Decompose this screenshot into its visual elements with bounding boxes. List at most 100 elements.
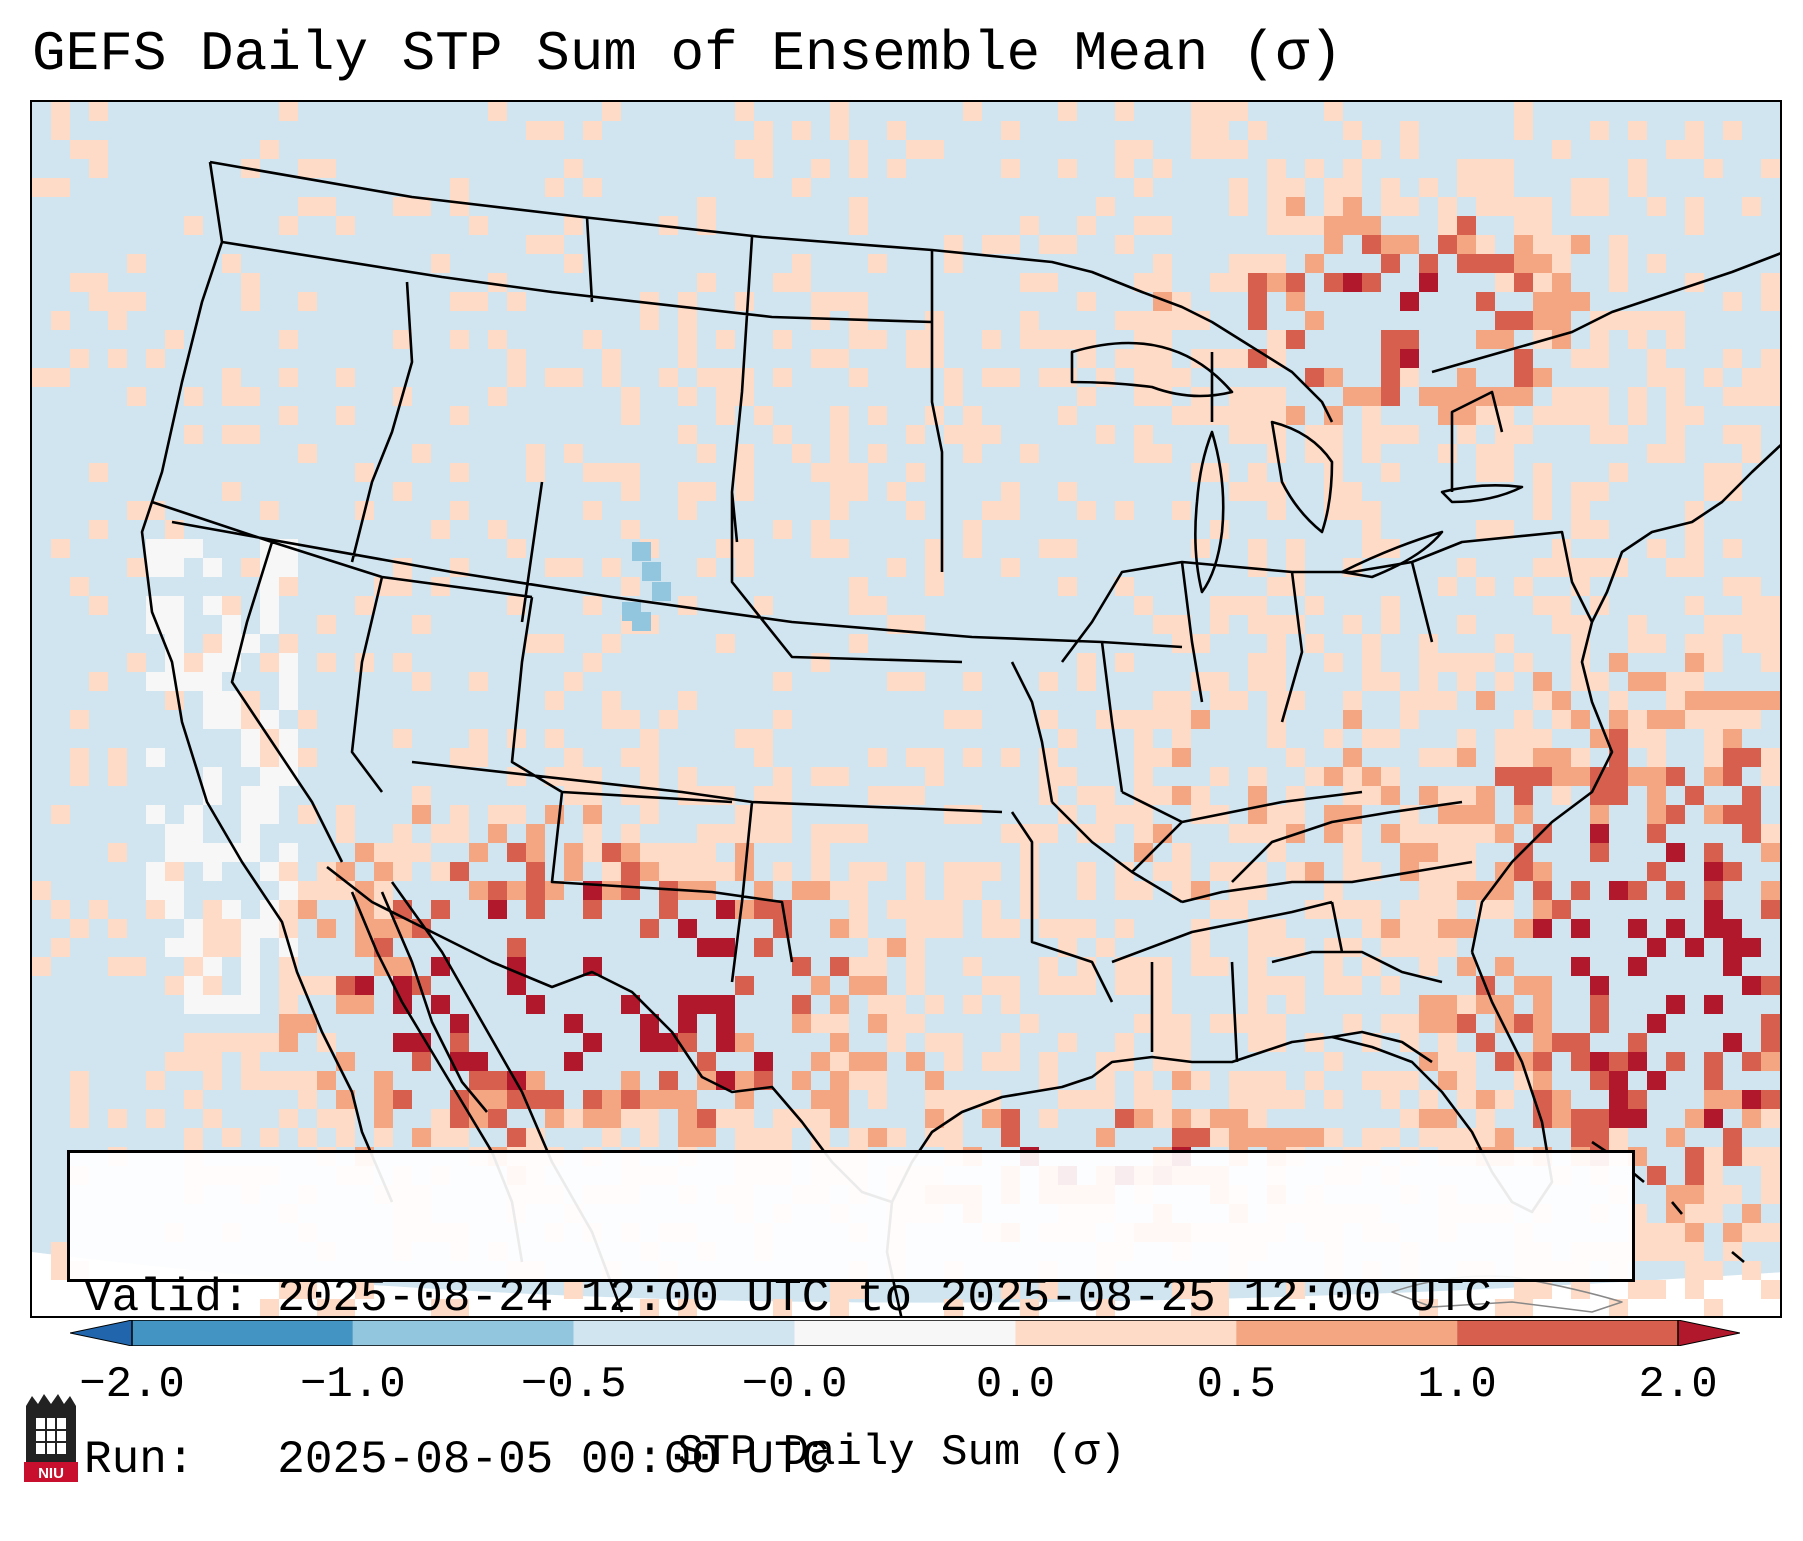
stp-cell: [1704, 710, 1723, 729]
stp-cell: [1704, 634, 1723, 653]
stp-cell: [1761, 900, 1780, 919]
stp-cell: [70, 919, 89, 938]
stp-cell: [1381, 330, 1400, 349]
stp-cell: [1077, 653, 1096, 672]
stp-cell: [184, 539, 203, 558]
stp-cell: [1191, 1280, 1210, 1299]
stp-cell: [469, 881, 488, 900]
stp-cell: [564, 444, 583, 463]
stp-cell: [1343, 216, 1362, 235]
stp-cell: [868, 444, 887, 463]
stp-cell: [1628, 1280, 1647, 1299]
stp-cell: [640, 786, 659, 805]
stp-cell: [1286, 539, 1305, 558]
stp-cell: [1191, 634, 1210, 653]
stp-cell: [1495, 824, 1514, 843]
stp-cell: [545, 767, 564, 786]
stp-cell: [1495, 159, 1514, 178]
stp-cell: [222, 710, 241, 729]
stp-cell: [545, 235, 564, 254]
stp-cell: [716, 1033, 735, 1052]
stp-cell: [1286, 805, 1305, 824]
stp-cell: [849, 1052, 868, 1071]
stp-cell: [1400, 330, 1419, 349]
stp-cell: [165, 862, 184, 881]
stp-cell: [963, 102, 982, 121]
stp-cell: [1096, 824, 1115, 843]
stp-cell: [526, 1090, 545, 1109]
stp-cell: [241, 387, 260, 406]
stp-cell: [1476, 406, 1495, 425]
stp-cell: [1704, 159, 1723, 178]
stp-cell: [1267, 273, 1286, 292]
stp-cell: [1647, 748, 1666, 767]
stp-cell: [1476, 178, 1495, 197]
stp-cell: [1457, 178, 1476, 197]
stp-cell: [545, 368, 564, 387]
stp-cell: [203, 672, 222, 691]
stp-cell: [1305, 1033, 1324, 1052]
stp-cell: [70, 710, 89, 729]
stp-cell: [1457, 843, 1476, 862]
stp-cell: [1229, 425, 1248, 444]
stp-cell: [1628, 159, 1647, 178]
stp-cell: [887, 1033, 906, 1052]
stp-cell: [716, 824, 735, 843]
stp-cell: [1267, 1033, 1286, 1052]
stp-cell: [1115, 102, 1134, 121]
stp-cell: [1723, 729, 1742, 748]
stp-cell: [412, 786, 431, 805]
stp-cell: [963, 406, 982, 425]
stp-cell: [1628, 1052, 1647, 1071]
stp-cell: [165, 596, 184, 615]
stp-cell: [1343, 767, 1362, 786]
stp-cell: [868, 1090, 887, 1109]
stp-cell: [1248, 121, 1267, 140]
stp-cell: [1267, 843, 1286, 862]
stp-cell: [1153, 1090, 1172, 1109]
stp-cell: [1324, 881, 1343, 900]
stp-cell: [1628, 710, 1647, 729]
stp-cell: [1362, 653, 1381, 672]
stp-cell: [298, 710, 317, 729]
stp-cell: [1248, 767, 1267, 786]
stp-cell: [1438, 1052, 1457, 1071]
stp-cell: [488, 1109, 507, 1128]
stp-cell: [982, 501, 1001, 520]
stp-cell: [716, 406, 735, 425]
stp-cell: [1381, 938, 1400, 957]
stp-cell: [1248, 292, 1267, 311]
stp-cell: [222, 615, 241, 634]
run-time-text: Run: 2025-08-05 00:00 UTC: [84, 1434, 830, 1486]
stp-cell: [1476, 444, 1495, 463]
stp-cell: [735, 558, 754, 577]
stp-cell: [1476, 1090, 1495, 1109]
stp-cell: [1248, 1128, 1267, 1147]
niu-logo-icon: NIU: [24, 1394, 78, 1482]
stp-cell: [1400, 349, 1419, 368]
stp-cell: [697, 197, 716, 216]
stp-cell: [1685, 1166, 1704, 1185]
stp-cell: [716, 634, 735, 653]
stp-cell: [1647, 1280, 1666, 1299]
stp-cell: [1362, 425, 1381, 444]
valid-time-text: Valid: 2025-08-24 12:00 UTC to 2025-08-2…: [84, 1272, 1492, 1324]
stp-cell: [849, 862, 868, 881]
stp-cell: [1343, 805, 1362, 824]
stp-cell: [1267, 691, 1286, 710]
stp-cell: [1077, 862, 1096, 881]
stp-cell: [868, 406, 887, 425]
stp-cell: [1723, 919, 1742, 938]
stp-cell: [640, 748, 659, 767]
stp-cell: [279, 634, 298, 653]
stp-cell: [792, 1071, 811, 1090]
stp-cell: [1742, 710, 1761, 729]
stp-cell: [393, 577, 412, 596]
stp-cell: [298, 748, 317, 767]
stp-cell: [1571, 1128, 1590, 1147]
stp-cell: [849, 919, 868, 938]
stp-cell: [564, 862, 583, 881]
stp-cell: [1077, 786, 1096, 805]
stp-cell: [1685, 691, 1704, 710]
stp-cell: [1495, 387, 1514, 406]
